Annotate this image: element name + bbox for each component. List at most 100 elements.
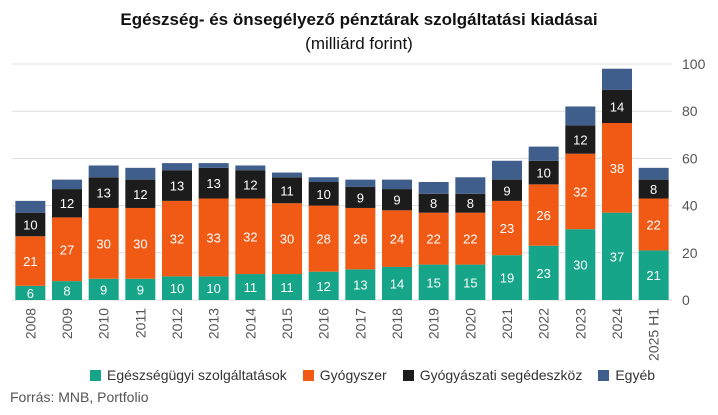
bar-segment [52,189,82,218]
data-label: 10 [316,187,330,202]
legend-item: Egészségügyi szolgáltatások [90,367,287,383]
chart-subtitle: (milliárd forint) [305,34,413,53]
data-label: 32 [170,232,184,247]
bar-segment [602,123,632,213]
bar-segment [602,212,632,300]
data-label: 8 [467,196,474,211]
bar-segment [345,269,376,300]
data-label: 24 [390,232,404,247]
bar-segment [345,179,376,187]
x-tick-label: 2021 [499,308,515,339]
x-tick-label: 2022 [536,308,552,339]
bar-segment [382,266,412,300]
data-label: 6 [27,286,34,301]
data-label: 26 [536,208,550,223]
bar-segment [235,198,266,275]
bar-segment [162,163,192,171]
bar-segment [198,276,229,300]
bar-segment [492,255,522,300]
bar-segment [52,179,82,190]
y-tick-label: 0 [682,292,690,308]
data-label: 30 [573,258,587,273]
bar-segment [638,167,669,180]
bar-segment [528,160,559,185]
bar-segment [235,170,266,199]
bar-segment [418,264,449,300]
bar-segment [638,179,669,199]
data-label: 12 [316,279,330,294]
bar-segment [272,172,302,178]
data-label: 33 [206,230,220,245]
legend-label: Gyógyászati segédeszköz [419,367,583,383]
bar-segment [162,200,192,277]
legend-swatch [598,369,610,381]
x-tick-label: 2025 H1 [646,308,662,361]
data-label: 11 [280,280,294,295]
data-label: 14 [390,276,404,291]
bar-segment [492,200,522,256]
data-label: 13 [170,179,184,194]
x-tick-label: 2015 [279,308,295,339]
chart-title: Egészség- és önsegélyező pénztárak szolg… [120,10,598,29]
data-label: 9 [100,282,107,297]
data-label: 13 [206,176,220,191]
legend: Egészségügyi szolgáltatások Gyógyszer Gyóg… [90,367,655,383]
data-label: 11 [280,183,294,198]
data-label: 15 [463,275,477,290]
data-label: 38 [610,161,624,176]
bar-segment [602,89,632,123]
bar-segment [565,106,596,126]
bar-segment [638,198,669,251]
bar-segment [125,179,156,208]
data-label: 12 [573,133,587,148]
bar-segment [528,184,559,246]
x-tick-label: 2008 [22,308,38,339]
bar-segment [52,217,82,282]
bar-segment [382,189,412,211]
x-tick-label: 2018 [389,308,405,339]
legend-swatch [302,369,314,381]
bar-segment [492,160,522,180]
bar-segment [88,165,119,178]
bar-segment [528,146,559,161]
x-tick-label: 2020 [462,308,478,339]
bar-segment [88,207,119,279]
x-tick-label: 2023 [572,308,588,339]
data-label: 30 [133,236,147,251]
data-label: 9 [357,190,364,205]
legend-label: Gyógyszer [319,367,387,383]
data-label: 21 [646,268,660,283]
x-tick-label: 2019 [426,308,442,339]
y-tick-label: 60 [682,150,698,166]
bar-segment [15,200,46,213]
data-label: 32 [573,184,587,199]
legend-item: Gyógyszer [302,367,387,383]
legend-item: Egyéb [598,367,655,383]
x-tick-label: 2014 [242,308,258,339]
bar-segment [565,125,596,154]
data-label: 28 [316,232,330,247]
bar-segment [235,165,266,171]
legend-label: Egészségügyi szolgáltatások [107,367,287,383]
data-label: 15 [426,275,440,290]
legend-swatch [90,369,101,381]
bar-segment [52,281,82,300]
data-label: 32 [243,229,257,244]
x-tick-label: 2017 [352,308,368,339]
bar-segment [602,68,632,90]
data-label: 10 [23,217,37,232]
bar-segment [308,182,339,206]
bar-segment [382,179,412,190]
bar-segment [382,210,412,267]
bar-segment [308,271,339,300]
data-label: 26 [353,232,367,247]
x-tick-label: 2024 [609,308,625,339]
data-label: 11 [244,280,258,295]
y-tick-label: 80 [682,103,698,119]
y-tick-label: 100 [682,56,706,72]
bar-segment [565,153,596,230]
bar-segment [492,179,522,201]
bar-segment [418,193,449,213]
legend-label: Egyéb [615,367,656,383]
